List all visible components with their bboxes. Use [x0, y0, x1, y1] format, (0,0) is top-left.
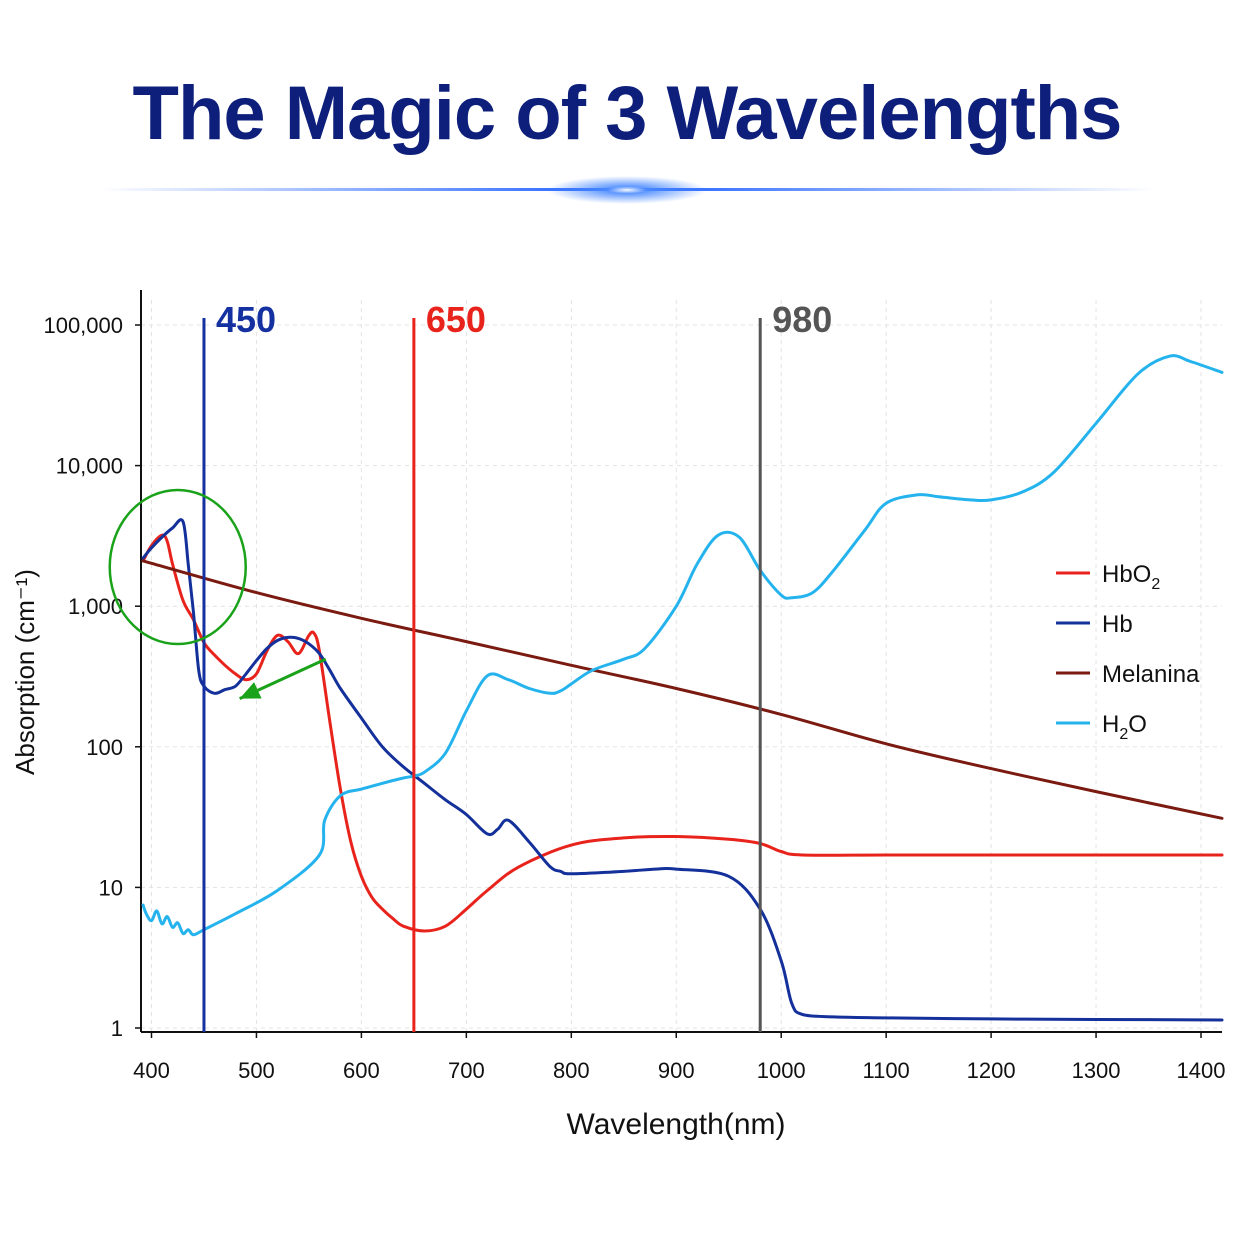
x-tick-label: 600	[343, 1058, 380, 1083]
series-line-hbo2	[141, 533, 1224, 933]
x-tick-label: 500	[238, 1058, 275, 1083]
x-tick-label: 700	[448, 1058, 485, 1083]
legend-label-hb: Hb	[1102, 611, 1133, 638]
pointer-arrow-head	[239, 682, 262, 699]
legend-label-h2o: H2O	[1102, 711, 1147, 743]
x-tick-labels: 400 500 600 700 800 900 1000 1100 1200 1300 1400	[133, 1032, 1225, 1083]
x-tick-label: 1000	[757, 1058, 806, 1083]
annotations	[108, 488, 327, 701]
highlight-circle	[108, 488, 247, 646]
x-tick-label: 900	[658, 1058, 695, 1083]
axes	[140, 290, 1222, 1033]
page-title: The Magic of 3 Wavelengths	[132, 71, 1123, 156]
x-tick-label: 1400	[1177, 1058, 1226, 1083]
title-divider	[100, 176, 1154, 204]
y-tick-label: 1,000	[68, 594, 123, 619]
x-tick-label: 1100	[862, 1058, 909, 1083]
y-tick-label: 10	[99, 875, 123, 900]
x-tick-label: 400	[133, 1058, 170, 1083]
y-axis-label: Absorption (cm⁻¹)	[10, 569, 40, 775]
marker-label-450: 450	[216, 299, 276, 340]
x-tick-label: 1200	[967, 1058, 1016, 1083]
x-tick-label: 800	[553, 1058, 590, 1083]
wavelength-markers: 450 650 980	[202, 299, 832, 1032]
marker-label-980: 980	[772, 299, 832, 340]
y-tick-label: 100	[86, 735, 123, 760]
marker-label-650: 650	[426, 299, 486, 340]
y-tick-label: 10,000	[56, 454, 123, 479]
y-tick-label: 1	[111, 1016, 123, 1041]
y-tick-labels: 1 10 100 1,000 10,000 100,000	[43, 313, 141, 1041]
x-axis-label: Wavelength(nm)	[567, 1108, 786, 1141]
legend-label-hbo2: HbO2	[1102, 561, 1160, 593]
series-line-melanina	[141, 559, 1224, 820]
legend-label-melanina: Melanina	[1102, 661, 1200, 688]
data-series	[141, 354, 1224, 1022]
y-tick-label: 100,000	[43, 313, 123, 338]
x-tick-label: 1300	[1072, 1058, 1121, 1083]
grid-lines	[141, 300, 1222, 1032]
legend: HbO2 Hb Melanina H2O	[1056, 561, 1200, 743]
series-line-h2o	[141, 354, 1224, 937]
